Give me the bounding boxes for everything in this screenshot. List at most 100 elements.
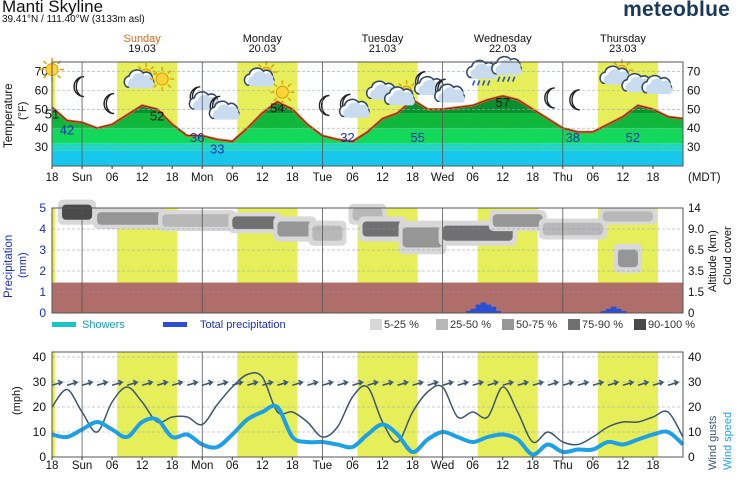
precip-bar [600, 310, 607, 313]
wind-direction-arrow [141, 379, 154, 386]
temp-band [52, 150, 683, 166]
wind-x-label: 12 [256, 460, 269, 472]
wind-direction-arrow [111, 379, 124, 386]
wind-direction-arrow [622, 379, 635, 386]
day-date: 23.03 [609, 43, 637, 55]
total-precip-swatch [163, 322, 187, 327]
total-precip-legend: Total precipitation [200, 319, 286, 331]
timezone-label: (MDT) [688, 172, 721, 184]
wind-direction-arrow [577, 379, 590, 386]
sun-icon [270, 80, 295, 105]
precip-bar [490, 306, 497, 313]
rain-cloud-icon [491, 55, 523, 82]
wind-x-label: 06 [586, 460, 599, 472]
temp-x-label: 06 [226, 172, 239, 184]
altitude-tick: 1.5 [688, 287, 704, 299]
cloud-icon [434, 83, 465, 103]
wind-speed-line [51, 403, 685, 457]
cover-legend: 25-50 % [450, 319, 491, 331]
wind-direction-arrow [126, 379, 139, 386]
panel-frame [51, 61, 684, 167]
cover-legend: 5-25 % [384, 319, 419, 331]
wind-direction-arrow [652, 379, 665, 386]
wind-direction-arrow [472, 379, 484, 386]
daytime-band [52, 208, 56, 313]
wind-direction-arrow [397, 379, 409, 386]
wind-x-label: 12 [617, 460, 630, 472]
temp-x-label: 12 [136, 172, 149, 184]
wind-x-label: 12 [136, 460, 149, 472]
wind-direction-arrow [532, 379, 545, 386]
temperature-label: 52 [150, 108, 164, 123]
wind-direction-arrow [247, 379, 259, 386]
day-name: Thursday [600, 33, 646, 45]
altitude-tick: 9.0 [688, 224, 704, 236]
wind-direction-arrow [547, 379, 560, 386]
sun-icon [150, 67, 175, 92]
cloud-cover-core [62, 204, 93, 220]
wind-y-tick: 40 [33, 350, 47, 364]
temp-x-label: Tue [313, 172, 332, 184]
wind-direction-arrow [262, 379, 274, 386]
cloud-base-band [52, 282, 683, 313]
wind-gust-label: Wind gusts [707, 415, 719, 470]
temp-ylabel-unit: (°F) [17, 102, 29, 120]
wind-direction-arrow [637, 379, 650, 386]
temp-x-label: 06 [106, 172, 119, 184]
precip-y-tick: 1 [39, 285, 46, 299]
wind-x-label: 18 [46, 460, 59, 472]
wind-speed-label: Wind speed [722, 412, 734, 470]
cloud-icon [123, 69, 155, 89]
daytime-band [117, 352, 178, 457]
temperature-label: 32 [340, 130, 354, 145]
temp-x-label: 18 [166, 172, 179, 184]
wind-x-label: Wed [431, 460, 454, 472]
altitude-tick: 14 [688, 203, 701, 215]
y-tick-left: 60 [35, 83, 49, 97]
temp-x-label: 18 [647, 172, 660, 184]
cloud-cover-core [492, 214, 543, 227]
wind-direction-arrow [292, 379, 304, 386]
precip-y-tick: 0 [39, 306, 46, 320]
precip-bar [470, 308, 477, 313]
wind-x-label: 18 [166, 460, 179, 472]
temperature-label: 38 [566, 130, 580, 145]
day-name: Monday [243, 33, 283, 45]
wind-y-tick-right: 40 [688, 350, 702, 364]
wind-x-label: 18 [647, 460, 660, 472]
temperature-label: 33 [210, 142, 224, 157]
wind-direction-arrow [232, 379, 244, 386]
wind-x-label: 18 [286, 460, 299, 472]
precip-y-tick: 4 [39, 222, 46, 236]
temperature-label: 57 [495, 95, 509, 110]
cloud-cover-core [232, 216, 278, 229]
temp-x-label: 18 [46, 172, 59, 184]
cloud-icon [383, 86, 415, 106]
precip-bar [620, 310, 627, 313]
cloud-icon [338, 98, 370, 118]
wind-direction-arrow [442, 379, 454, 386]
moon-icon [569, 89, 580, 111]
wind-x-label: 18 [406, 460, 419, 472]
day-date: 22.03 [489, 43, 517, 55]
y-tick-left: 30 [35, 140, 49, 154]
cloud-cover-core [402, 227, 443, 248]
cover-swatch [436, 319, 448, 330]
temp-x-label: 06 [466, 172, 479, 184]
cover-swatch [568, 319, 580, 330]
wind-y-tick-right: 10 [688, 425, 702, 439]
precip-bar [480, 302, 487, 313]
wind-y-tick: 20 [33, 400, 47, 414]
day-name: Sunday [123, 33, 161, 45]
y-tick-right: 60 [687, 83, 701, 97]
temperature-label: 42 [60, 123, 74, 138]
cloud-cover-core [312, 225, 343, 241]
cloud-cover-label: Cloud cover [722, 226, 734, 285]
wind-y-tick: 0 [39, 450, 46, 464]
altitude-tick: 6.5 [688, 245, 704, 257]
moon-icon [73, 75, 85, 98]
wind-direction-arrow [337, 379, 349, 386]
wind-x-label: 06 [106, 460, 119, 472]
wind-direction-arrow [307, 379, 319, 386]
wind-x-label: Mon [191, 460, 213, 472]
